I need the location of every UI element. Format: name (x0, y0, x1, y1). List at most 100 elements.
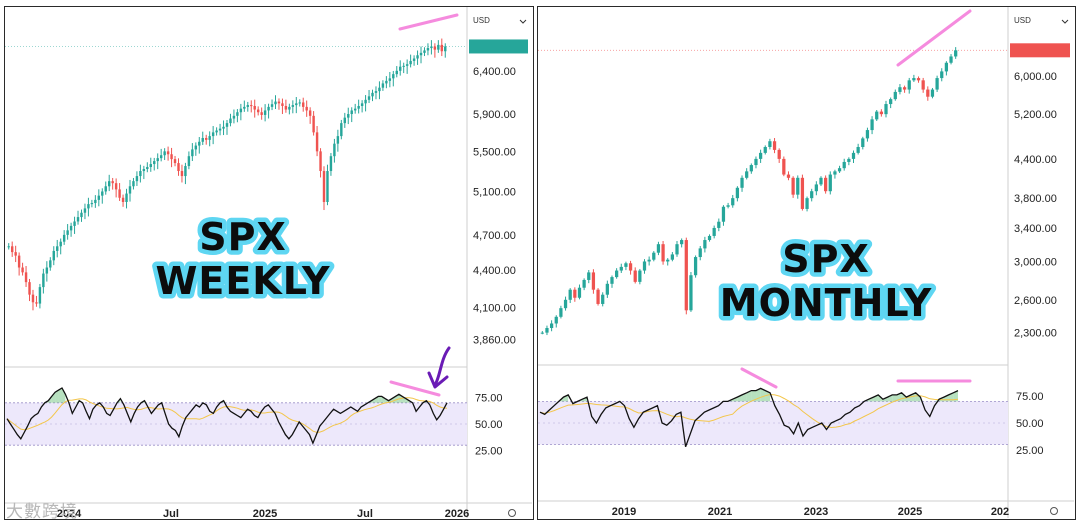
candle-body (163, 151, 166, 156)
price-tick-label: 4,400.00 (1014, 154, 1057, 166)
candle-body (194, 145, 198, 150)
candle-body (819, 177, 823, 185)
candle-body (308, 110, 312, 116)
candle-body (633, 270, 637, 282)
candle-body (101, 191, 104, 196)
last-price-tag (469, 39, 528, 54)
price-tick-label: 6,000.00 (1014, 71, 1057, 83)
candle-body (944, 62, 949, 72)
rsi-divergence-line (389, 380, 441, 397)
candle-body (949, 56, 953, 63)
candle-body (712, 227, 716, 236)
price-tick-label: 5,500.00 (473, 146, 516, 158)
candle-body (66, 230, 69, 235)
candle-body (274, 101, 277, 105)
candle-body (707, 235, 712, 241)
candle-body (689, 275, 693, 311)
candle-body (83, 208, 87, 213)
candle-body (596, 289, 600, 304)
candle-body (246, 105, 249, 107)
candle-body (291, 105, 295, 107)
candle-body (52, 250, 55, 261)
candle-body (745, 171, 749, 178)
rsi-overbought-fill (751, 390, 757, 402)
candle-body (104, 186, 107, 192)
candle-body (409, 60, 412, 65)
candle-body (69, 225, 73, 231)
candle-body (388, 78, 392, 81)
weekly-chart-panel: 6,400.00 5,900.00 5,500.00 5,100.00 4,700.00… (4, 6, 534, 520)
rsi-tick-label: 75.00 (1016, 391, 1044, 403)
candle-body (800, 177, 805, 209)
candle-body (343, 117, 347, 124)
candle-body (191, 149, 194, 157)
rsi-tick-label: 50.00 (1016, 418, 1044, 430)
candle-body (680, 240, 684, 245)
candle-body (670, 254, 674, 260)
candle-body (591, 272, 596, 290)
price-tick-label: 3,860.00 (473, 335, 516, 347)
candle-body (786, 174, 791, 178)
candle-body (889, 99, 893, 105)
candle-body (740, 177, 744, 188)
candle-body (768, 141, 772, 147)
candle-body (405, 64, 409, 66)
candle-body (610, 277, 614, 284)
candle-body (374, 91, 378, 93)
candle-body (322, 171, 326, 202)
candle-body (907, 80, 911, 90)
candle-body (236, 112, 239, 116)
candle-body (94, 199, 97, 204)
candle-body (243, 106, 246, 109)
candle-body (824, 177, 828, 192)
candle-body (177, 163, 180, 172)
candle-body (156, 158, 159, 162)
candle-body (433, 46, 437, 50)
candle-body (656, 244, 661, 253)
candle-body (559, 308, 563, 317)
candle-body (926, 89, 930, 97)
candle-body (837, 168, 842, 172)
candle-body (17, 255, 21, 268)
candle-body (125, 193, 128, 202)
candle-body (902, 87, 907, 90)
candle-body (229, 118, 232, 124)
price-tick-label: 4,700.00 (473, 230, 516, 242)
price-tick-label: 4,400.00 (473, 265, 516, 277)
candle-body (916, 78, 921, 81)
candle-body (782, 158, 786, 175)
candle-body (587, 272, 591, 280)
candle-body (619, 266, 623, 271)
candle-body (930, 89, 935, 97)
candle-body (568, 289, 572, 300)
candle-body (31, 294, 35, 303)
chart-title-line: MONTHLY (720, 281, 932, 325)
candle-body (430, 46, 433, 49)
candle-body (419, 52, 423, 56)
rsi-overbought-fill (378, 396, 382, 403)
candle-body (605, 283, 609, 295)
price-tick-label: 2,300.00 (1014, 328, 1057, 340)
candle-body (184, 166, 187, 177)
time-tick-label: Jul (163, 508, 179, 518)
candle-body (340, 123, 343, 137)
price-tick-label: 5,100.00 (473, 186, 516, 198)
candle-body (114, 183, 118, 190)
rsi-overbought-fill (892, 394, 897, 402)
candle-body (912, 78, 916, 81)
candle-body (440, 44, 444, 52)
candle-body (347, 114, 350, 118)
candle-body (97, 195, 101, 200)
candle-body (62, 234, 66, 242)
candle-body (24, 272, 28, 283)
candle-body (642, 261, 647, 271)
candle-body (263, 110, 267, 115)
candle-body (215, 130, 218, 133)
candle-body (549, 323, 554, 329)
price-tick-label: 3,800.00 (1014, 193, 1057, 205)
candle-body (21, 267, 24, 273)
price-tick-label: 6,400.00 (473, 66, 516, 78)
candle-body (601, 294, 605, 304)
price-divergence-line (896, 9, 972, 67)
candle-body (80, 212, 83, 218)
